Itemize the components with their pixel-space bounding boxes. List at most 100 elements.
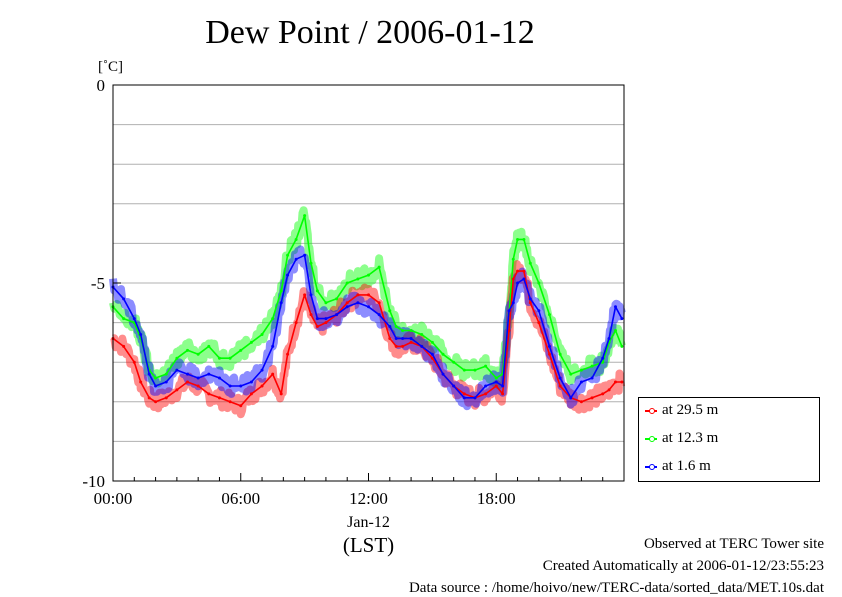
data-point <box>147 372 151 376</box>
data-point <box>462 368 466 372</box>
data-point <box>590 376 594 380</box>
x-tick-label: 12:00 <box>349 489 388 508</box>
data-point <box>620 317 624 321</box>
data-point <box>286 273 290 277</box>
x-axis-sublabel: Jan-12 <box>347 514 390 531</box>
data-point <box>516 237 520 241</box>
data-point <box>260 368 264 372</box>
data-point <box>249 392 253 396</box>
data-point <box>394 344 398 348</box>
data-point <box>590 396 594 400</box>
data-point <box>196 352 200 356</box>
data-point <box>388 325 392 329</box>
data-point <box>217 376 221 380</box>
footer-site: Observed at TERC Tower site <box>643 536 824 552</box>
data-point <box>613 329 617 333</box>
data-point <box>279 289 283 293</box>
legend-swatch-1-6m <box>645 461 657 473</box>
data-point <box>558 352 562 356</box>
data-point <box>547 313 551 317</box>
data-point <box>430 356 434 360</box>
data-point <box>303 253 307 257</box>
data-point <box>186 380 190 384</box>
data-point <box>420 344 424 348</box>
data-point <box>441 352 445 356</box>
data-point <box>303 214 307 218</box>
data-point <box>175 388 179 392</box>
legend-item-29-5m: at 29.5 m <box>645 402 718 419</box>
grid <box>113 124 624 442</box>
data-point <box>601 392 605 396</box>
data-point <box>547 352 551 356</box>
data-point <box>335 313 339 317</box>
y-tick-label: -10 <box>82 472 105 491</box>
data-point <box>462 396 466 400</box>
data-point <box>207 392 211 396</box>
data-point <box>324 321 328 325</box>
data-point <box>207 372 211 376</box>
data-point <box>547 344 551 348</box>
data-point <box>294 237 298 241</box>
data-point <box>315 289 319 293</box>
data-point <box>309 261 313 265</box>
data-point <box>279 301 283 305</box>
data-point <box>279 392 283 396</box>
data-point <box>207 344 211 348</box>
data-point <box>239 404 243 408</box>
data-point <box>537 321 541 325</box>
data-point <box>139 332 143 336</box>
data-point <box>345 281 349 285</box>
data-point <box>441 372 445 376</box>
data-point <box>132 360 136 364</box>
x-axis-label: (LST) <box>343 533 394 557</box>
data-point <box>620 344 624 348</box>
data-point <box>324 301 328 305</box>
y-axis-label: [˚C] <box>98 59 123 75</box>
y-tick-label: 0 <box>97 76 106 95</box>
series-lines <box>111 214 624 408</box>
data-point <box>511 301 515 305</box>
data-point <box>601 356 605 360</box>
data-point <box>579 400 583 404</box>
data-point <box>394 336 398 340</box>
data-point <box>409 340 413 344</box>
data-point <box>260 332 264 336</box>
data-point <box>239 384 243 388</box>
data-point <box>607 388 611 392</box>
data-point <box>356 301 360 305</box>
data-point <box>409 336 413 340</box>
data-point <box>401 336 405 340</box>
data-point <box>579 368 583 372</box>
x-tick-label: 18:00 <box>477 489 516 508</box>
data-point <box>601 360 605 364</box>
legend-item-1-6m: at 1.6 m <box>645 458 711 475</box>
legend-label-12-3m: at 12.3 m <box>662 430 719 446</box>
data-point <box>309 313 313 317</box>
data-point <box>558 376 562 380</box>
data-point <box>516 281 520 285</box>
data-point <box>494 376 498 380</box>
data-point <box>388 336 392 340</box>
ticks: -10 -5 0 00:00 06:00 12:00 18:00 <box>82 76 604 508</box>
data-point <box>164 372 168 376</box>
data-point <box>122 317 126 321</box>
data-point <box>507 309 511 313</box>
data-point <box>286 253 290 257</box>
data-point <box>122 297 126 301</box>
data-point <box>367 293 370 297</box>
data-point <box>558 384 562 388</box>
data-point <box>294 257 298 261</box>
data-point <box>394 325 398 329</box>
data-point <box>607 336 611 340</box>
data-point <box>139 380 143 384</box>
data-point <box>522 237 526 241</box>
data-point <box>537 309 541 313</box>
data-point <box>217 396 221 400</box>
data-point <box>228 356 232 360</box>
legend: at 29.5 m at 12.3 m at 1.6 m <box>638 397 820 482</box>
data-point <box>522 269 526 273</box>
data-point <box>484 384 488 388</box>
data-point <box>511 257 515 261</box>
data-point <box>249 340 253 344</box>
